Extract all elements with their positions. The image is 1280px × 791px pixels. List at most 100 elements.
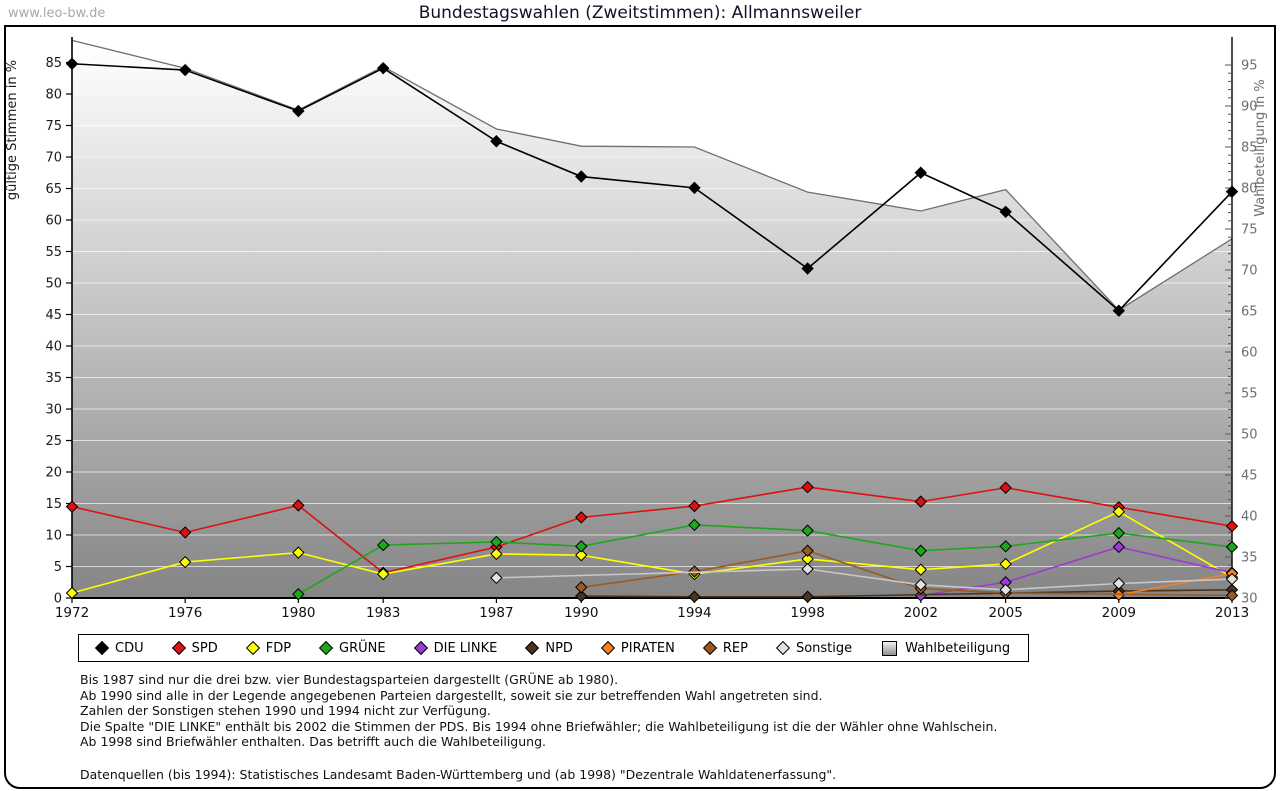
right-tick-label: 55 bbox=[1241, 387, 1258, 402]
legend-item-sonstige: Sonstige bbox=[775, 640, 852, 656]
left-tick-label: 30 bbox=[45, 403, 62, 418]
left-tick-label: 45 bbox=[45, 308, 62, 323]
series-fdp-point bbox=[999, 557, 1012, 571]
chart-legend: CDU SPD FDP GRÜNE DIE LINKE NPD PIRATEN REP Sons… bbox=[78, 634, 1030, 662]
right-tick-label: 85 bbox=[1241, 141, 1258, 156]
right-tick-label: 50 bbox=[1241, 428, 1258, 443]
y-axis-right-title: Wahlbeteiligung in % bbox=[1253, 79, 1268, 216]
series-cdu-point bbox=[688, 181, 701, 195]
legend-item-fdp: FDP bbox=[245, 641, 291, 656]
series-rep-point bbox=[801, 544, 814, 557]
series-npd-point bbox=[575, 589, 588, 603]
series-npd-point bbox=[688, 590, 701, 603]
turnout-legend-swatch bbox=[882, 640, 898, 656]
series-grüne-point bbox=[490, 535, 503, 549]
series-piraten-line bbox=[1118, 572, 1233, 596]
footnote-line: Ab 1990 sind alle in der Legende angegeb… bbox=[80, 687, 823, 703]
page-title: Bundestagswahlen (Zweitstimmen): Allmann… bbox=[418, 3, 862, 23]
series-fdp-point bbox=[178, 555, 192, 569]
party-legend-marker-icon bbox=[413, 640, 428, 656]
right-tick-label: 90 bbox=[1241, 100, 1258, 115]
series-fdp-point bbox=[1112, 505, 1126, 518]
series-cdu-point bbox=[65, 57, 79, 70]
legend-item-wahlbeteiligung: Wahlbeteiligung bbox=[882, 640, 1010, 656]
legend-item-npd: NPD bbox=[525, 641, 573, 656]
series-sonstige-point bbox=[1225, 572, 1239, 586]
series-spd-point bbox=[1225, 519, 1239, 533]
x-tick-label: 1972 bbox=[55, 605, 89, 621]
series-grüne-point bbox=[575, 540, 588, 553]
series-cdu-line bbox=[71, 62, 1233, 312]
series-cdu-point bbox=[178, 63, 192, 77]
series-sonstige-point bbox=[999, 583, 1012, 597]
footnote-line: Die Spalte "DIE LINKE" enthält bis 2002 … bbox=[80, 718, 998, 734]
x-tick-label: 2013 bbox=[1215, 605, 1249, 621]
left-tick-label: 85 bbox=[45, 56, 62, 71]
legend-label: GRÜNE bbox=[339, 640, 386, 656]
series-grüne-point bbox=[688, 518, 701, 532]
legend-item-piraten: PIRATEN bbox=[600, 640, 675, 656]
series-spd-point bbox=[178, 526, 192, 539]
series-cdu-point bbox=[377, 61, 390, 75]
left-tick-label: 25 bbox=[45, 434, 62, 449]
series-cdu-point bbox=[801, 262, 814, 275]
right-tick-label: 60 bbox=[1241, 346, 1258, 361]
series-grüne-point bbox=[292, 588, 305, 601]
series-npd-point bbox=[801, 590, 814, 603]
legend-label: PIRATEN bbox=[620, 640, 675, 656]
left-tick-label: 35 bbox=[45, 371, 62, 386]
series-die-linke-point bbox=[1112, 540, 1126, 554]
legend-item-rep: REP bbox=[702, 640, 748, 656]
party-legend-marker-icon bbox=[702, 640, 717, 656]
y-axis-left-title: gültige Stimmen in % bbox=[5, 60, 20, 200]
legend-item-die-linke: DIE LINKE bbox=[413, 640, 498, 656]
left-tick-label: 75 bbox=[45, 119, 62, 134]
series-spd-point bbox=[575, 511, 588, 524]
series-grüne-point bbox=[1225, 540, 1239, 554]
series-cdu-point bbox=[490, 135, 503, 148]
x-tick-label: 1998 bbox=[790, 605, 824, 621]
left-tick-label: 20 bbox=[45, 466, 62, 481]
series-grüne-point bbox=[914, 544, 927, 557]
right-tick-label: 35 bbox=[1241, 551, 1258, 566]
legend-label: DIE LINKE bbox=[433, 640, 498, 656]
series-spd-line bbox=[71, 486, 1233, 574]
series-spd-point bbox=[999, 481, 1012, 494]
series-spd-point bbox=[914, 495, 927, 508]
series-grüne-line bbox=[297, 524, 1233, 595]
left-tick-label: 10 bbox=[45, 529, 62, 544]
party-legend-marker-icon bbox=[600, 640, 615, 656]
series-cdu-point bbox=[999, 205, 1012, 219]
series-die-linke-point bbox=[914, 589, 927, 602]
footnote-line: Ab 1998 sind Briefwähler enthalten. Das … bbox=[80, 734, 546, 749]
series-cdu-point bbox=[1225, 185, 1239, 198]
legend-item-grüne: GRÜNE bbox=[318, 640, 386, 656]
series-fdp-point bbox=[377, 567, 390, 581]
legend-item-spd: SPD bbox=[171, 640, 218, 656]
right-tick-label: 30 bbox=[1241, 592, 1258, 607]
series-spd-point bbox=[801, 480, 814, 494]
series-cdu-point bbox=[914, 166, 927, 179]
x-tick-label: 2002 bbox=[904, 605, 938, 621]
left-tick-label: 5 bbox=[54, 560, 62, 575]
party-legend-marker-icon bbox=[318, 640, 334, 656]
legend-label: SPD bbox=[191, 640, 218, 656]
left-tick-label: 70 bbox=[45, 151, 62, 166]
left-tick-label: 60 bbox=[45, 214, 62, 229]
watermark: www.leo-bw.de bbox=[8, 6, 106, 21]
x-tick-label: 2005 bbox=[988, 605, 1022, 621]
right-tick-label: 40 bbox=[1241, 510, 1258, 525]
footnote-line: Zahlen der Sonstigen stehen 1990 und 199… bbox=[80, 703, 491, 718]
series-fdp-point bbox=[292, 546, 305, 559]
turnout-line bbox=[71, 39, 1233, 312]
party-legend-marker-icon bbox=[775, 640, 791, 656]
series-fdp-line bbox=[71, 510, 1233, 594]
left-tick-label: 0 bbox=[54, 592, 62, 607]
legend-label: REP bbox=[722, 640, 748, 656]
series-sonstige-line bbox=[496, 568, 1233, 591]
footnotes: Bis 1987 sind nur die drei bzw. vier Bun… bbox=[80, 672, 997, 782]
right-tick-label: 65 bbox=[1241, 305, 1258, 320]
series-spd-point bbox=[65, 500, 79, 513]
right-tick-label: 80 bbox=[1241, 182, 1258, 197]
